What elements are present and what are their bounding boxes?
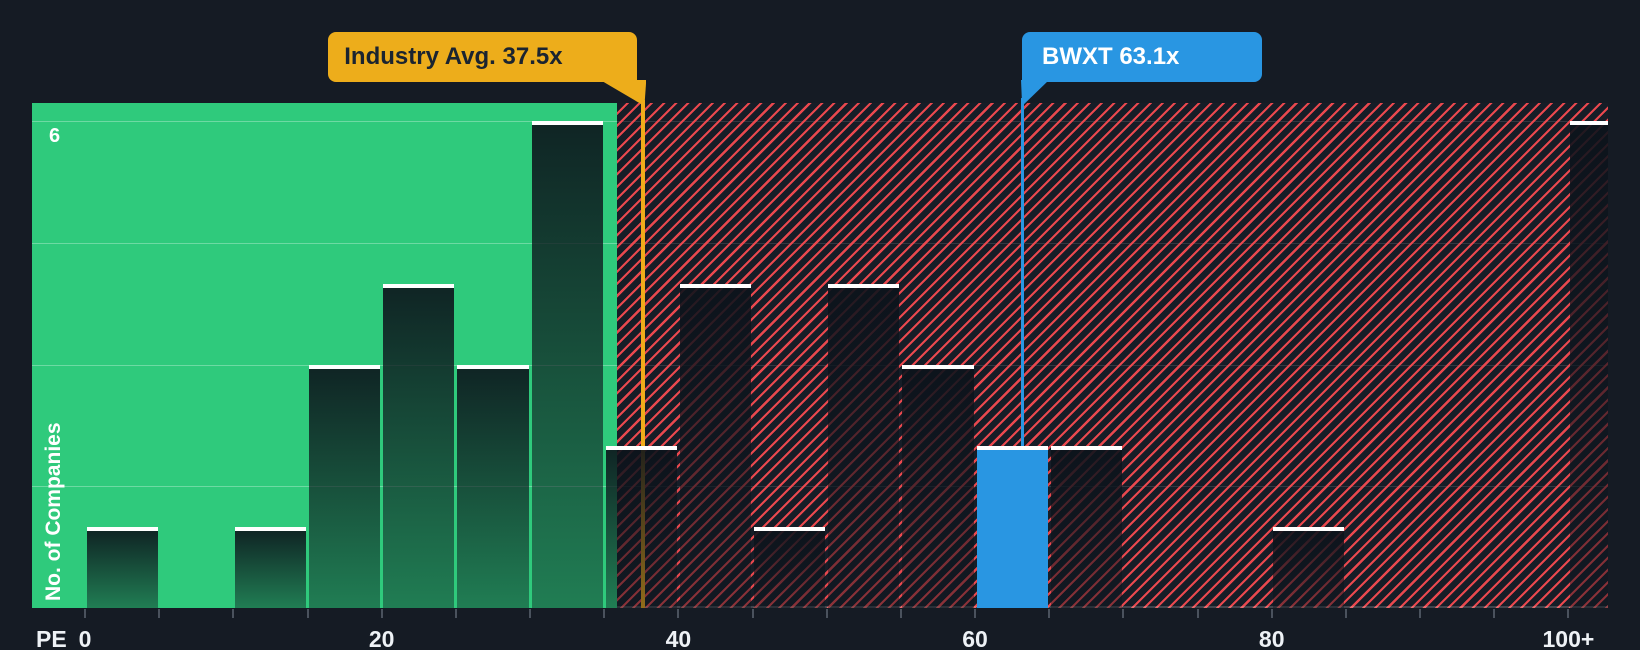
histogram-bar[interactable] [1273, 526, 1345, 608]
histogram-bar[interactable] [754, 526, 826, 608]
axis-tick-label: 60 [962, 626, 988, 650]
histogram-bar[interactable] [1050, 445, 1122, 608]
histogram-bar[interactable] [828, 283, 900, 608]
company-callout-label: BWXT 63.1x [1042, 43, 1180, 70]
histogram-bar[interactable] [309, 364, 381, 608]
axis-tick [1048, 609, 1051, 618]
axis-tick [677, 609, 680, 618]
company-histogram-bar[interactable] [976, 445, 1048, 608]
histogram-bar[interactable] [457, 364, 529, 608]
histogram-bar[interactable] [1569, 121, 1608, 608]
grid-line [32, 243, 617, 245]
axis-tick [454, 609, 457, 618]
histogram-bar[interactable] [531, 121, 603, 608]
company-callout: BWXT 63.1x [1022, 32, 1263, 82]
histogram-bar[interactable] [234, 526, 306, 608]
y-axis-top-tick-label: 6 [49, 125, 61, 147]
y-axis-title: No. of Companies [42, 422, 65, 601]
axis-tick [1122, 609, 1125, 618]
company-marker-line [1021, 98, 1025, 446]
axis-tick [1493, 609, 1496, 618]
axis-tick [825, 609, 828, 618]
x-axis-title: PE [36, 626, 67, 650]
industry-avg-callout: Industry Avg. 37.5x [328, 32, 638, 82]
industry-average-line [641, 100, 646, 608]
histogram-bar[interactable] [86, 526, 158, 608]
axis-tick [1567, 609, 1570, 618]
axis-tick-label: 20 [368, 626, 395, 650]
histogram-bar[interactable] [679, 283, 752, 608]
grid-line [32, 121, 617, 123]
axis-tick [751, 609, 754, 618]
axis-tick-label: 100+ [1542, 626, 1595, 650]
axis-tick-label: 40 [665, 626, 692, 650]
axis-tick [1270, 609, 1273, 618]
axis-tick [1419, 609, 1422, 618]
axis-tick [1196, 609, 1199, 618]
histogram-bar[interactable] [902, 364, 974, 608]
histogram-bar[interactable] [605, 445, 677, 608]
axis-tick [603, 609, 606, 618]
axis-tick [158, 609, 161, 618]
axis-tick [974, 609, 977, 618]
axis-tick-label: 0 [78, 626, 92, 650]
axis-tick [84, 609, 86, 618]
industry-avg-callout-label: Industry Avg. 37.5x [344, 43, 563, 70]
axis-tick [1344, 609, 1347, 618]
histogram-bar[interactable] [383, 283, 455, 608]
axis-tick-label: 80 [1258, 626, 1285, 650]
axis-tick [899, 609, 902, 618]
axis-tick [380, 609, 383, 618]
axis-tick [306, 609, 309, 618]
axis-tick [232, 609, 235, 618]
axis-tick [529, 609, 532, 618]
